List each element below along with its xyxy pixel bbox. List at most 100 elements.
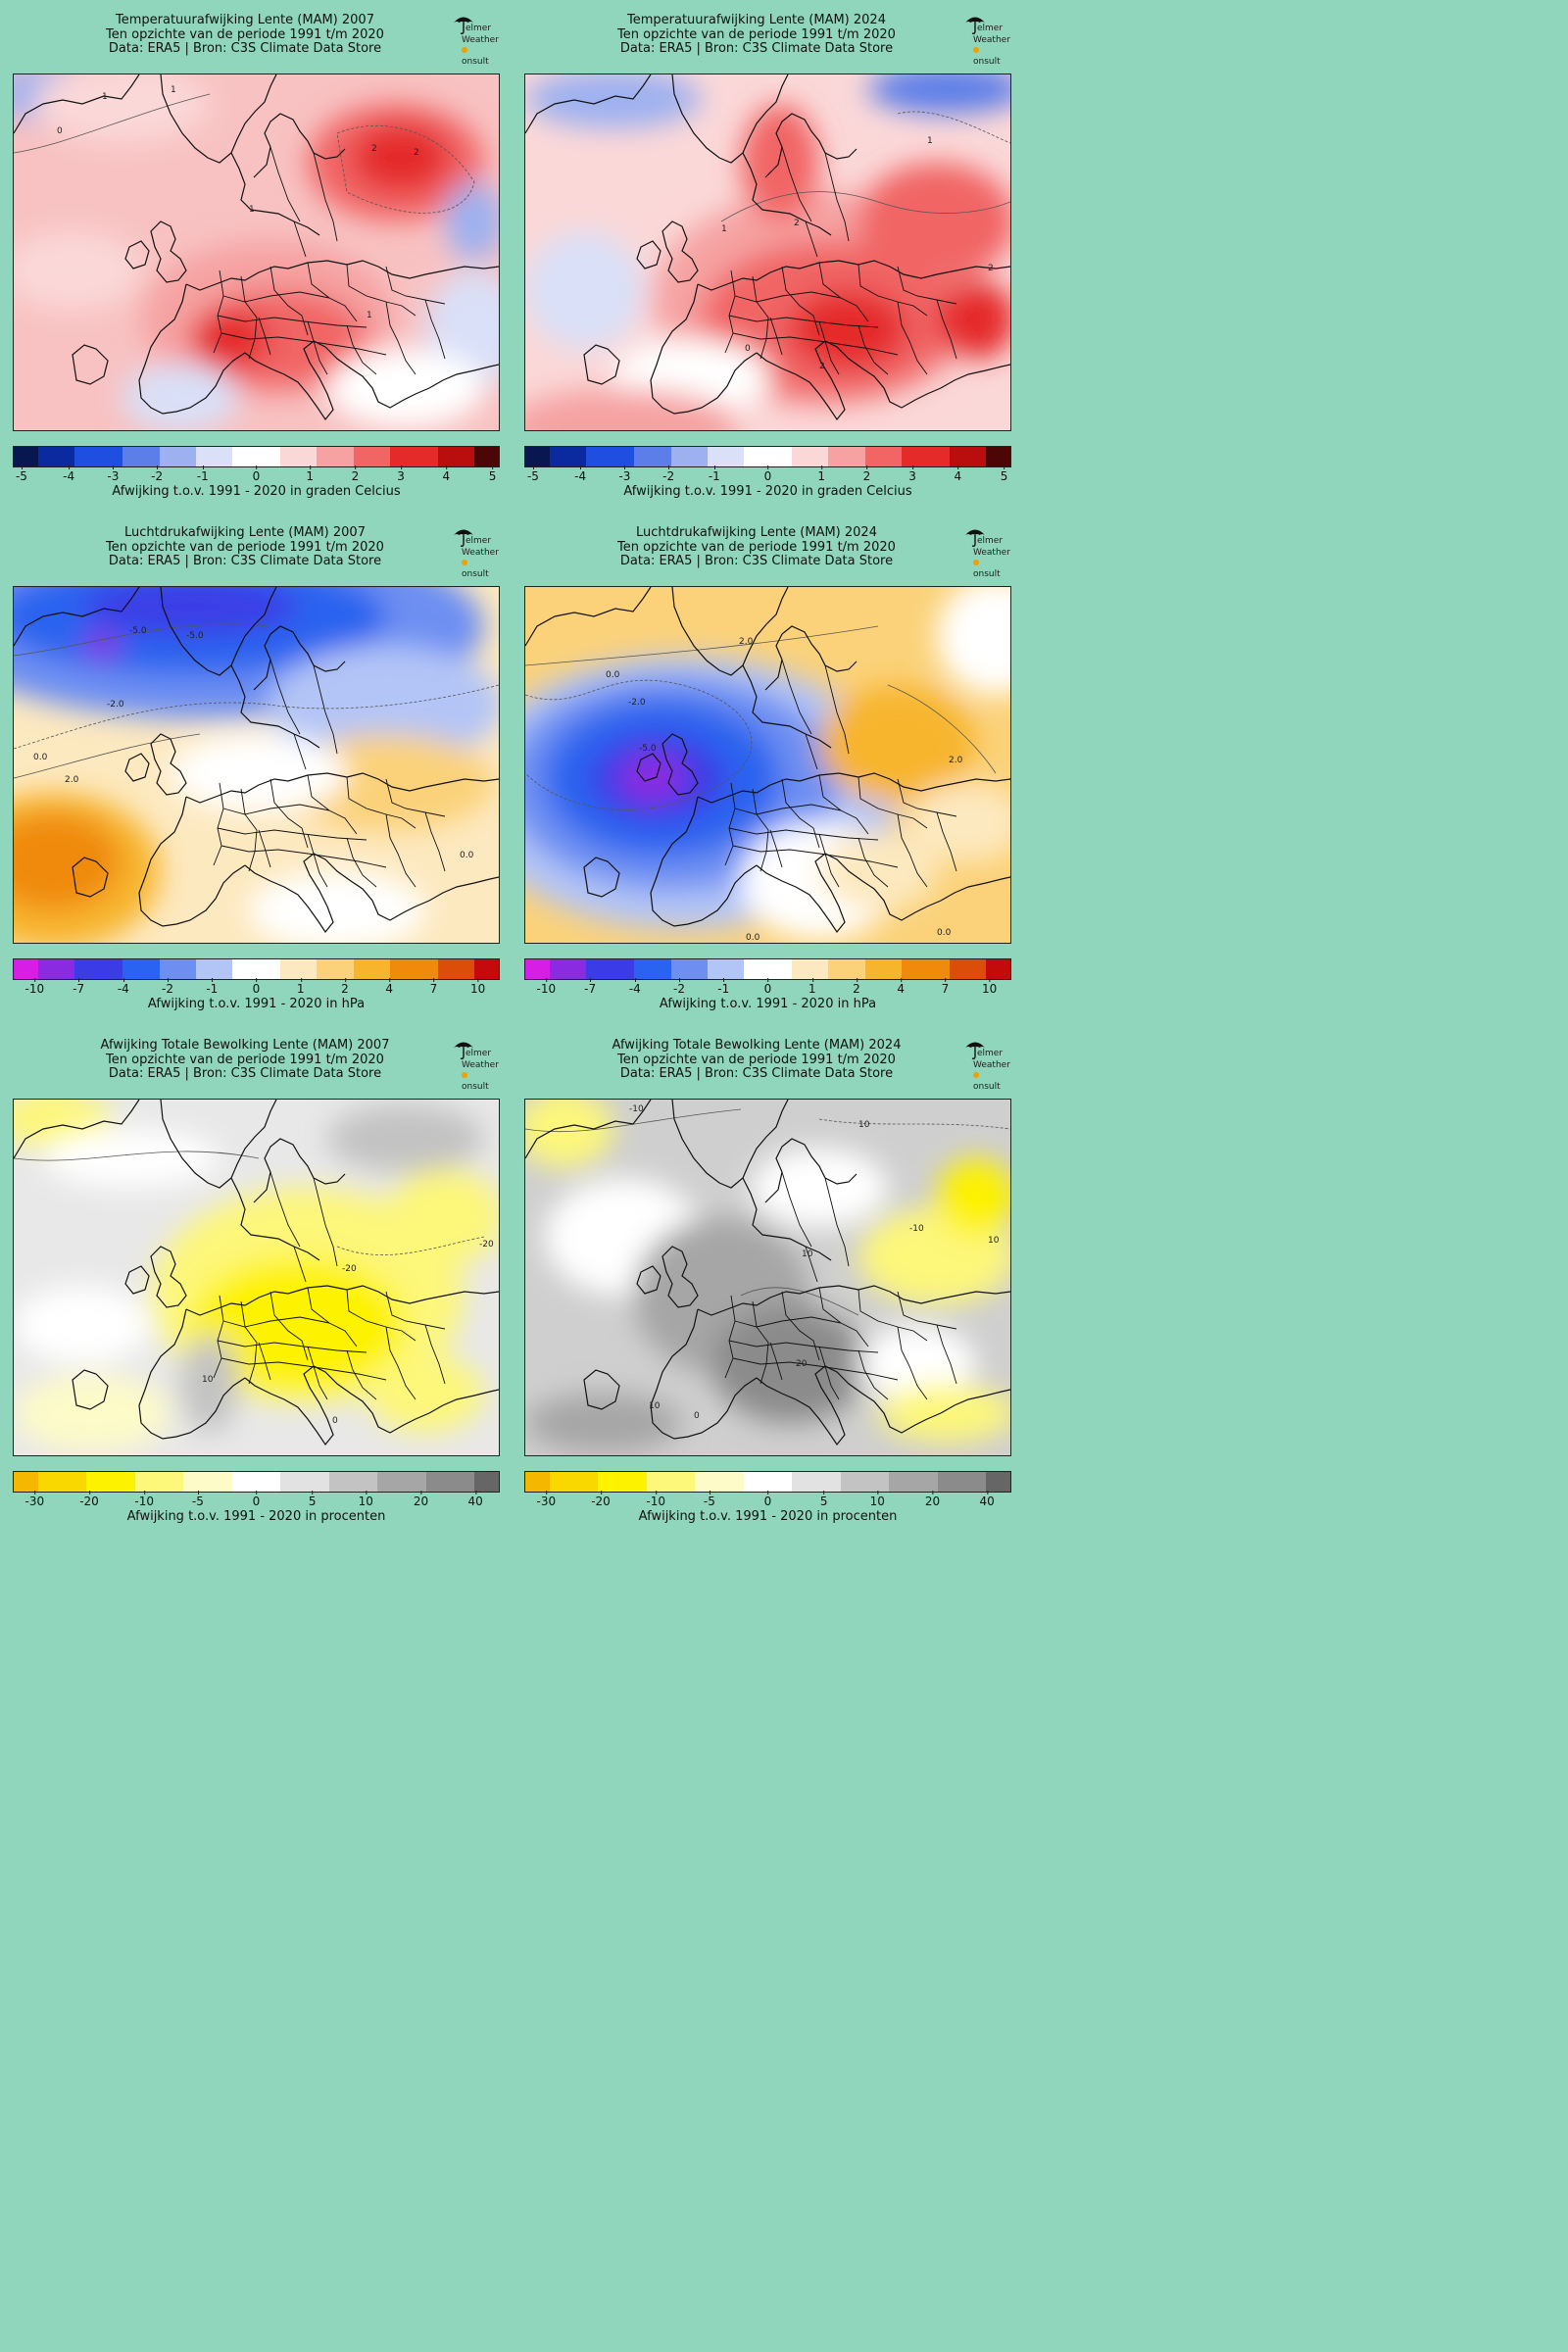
logo-text-line1: elmer <box>466 1049 492 1058</box>
colorbar-segment <box>62 1472 74 1492</box>
colorbar-tick-label: 10 <box>358 1491 373 1508</box>
country-border <box>769 317 783 356</box>
country-border <box>824 664 850 755</box>
colorbar-segment <box>804 959 816 979</box>
coastline <box>428 876 499 902</box>
colorbar-segment <box>208 959 220 979</box>
colorbar-segment <box>779 1472 793 1492</box>
country-border <box>346 1289 416 1342</box>
coastline <box>671 1100 789 1189</box>
coastline <box>14 587 140 647</box>
colorbar-segment <box>719 959 732 979</box>
colorbar-tick-label: 0 <box>252 978 261 996</box>
colorbar-segment <box>876 1472 890 1492</box>
colorbar-segment <box>767 959 780 979</box>
country-border <box>293 220 307 258</box>
anomaly-area <box>819 832 937 910</box>
colorbar-segment <box>961 959 974 979</box>
coastline <box>244 1365 430 1446</box>
title-line: Data: ERA5 | Bron: C3S Climate Data Stor… <box>619 1066 894 1081</box>
colorbar <box>524 958 1011 980</box>
colorbar-tick-label: -20 <box>79 1491 99 1508</box>
weather-logo: elmer Weather onsult <box>446 526 499 579</box>
colorbar-tick-label: -30 <box>24 1491 45 1508</box>
country-border <box>732 845 899 868</box>
colorbar-segment <box>767 1472 780 1492</box>
colorbar-segment <box>389 447 402 466</box>
colorbar-segment <box>804 1472 816 1492</box>
colorbar <box>13 958 500 980</box>
colorbar-label: Afwijking t.o.v. 1991 - 2020 in graden C… <box>623 484 912 499</box>
country-border <box>936 1324 957 1385</box>
colorbar-segment <box>341 1472 354 1492</box>
country-border <box>781 659 812 735</box>
anomaly-area <box>249 871 425 943</box>
country-border <box>293 733 307 770</box>
coastline <box>662 1246 699 1308</box>
colorbar-label: Afwijking t.o.v. 1991 - 2020 in hPa <box>659 997 877 1011</box>
colorbar-tick-label: 5 <box>308 1491 317 1508</box>
colorbar-segment <box>147 1472 160 1492</box>
country-border <box>240 788 258 872</box>
weather-logo: elmer Weather onsult <box>957 526 1010 579</box>
colorbar-tick-label: -1 <box>196 466 209 483</box>
colorbar-tick-label: 10 <box>469 978 486 996</box>
contour-label: 1 <box>367 311 372 320</box>
panel-title: Luchtdrukafwijking Lente (MAM) 2024 Ten o… <box>512 525 1002 569</box>
contour-line <box>525 625 879 666</box>
colorbar-segment <box>280 959 293 979</box>
colorbar-segment <box>37 447 51 466</box>
colorbar-segment <box>353 959 366 979</box>
contour-label: -5.0 <box>639 744 657 754</box>
colorbar-segment <box>779 447 793 466</box>
coastline <box>742 1177 832 1261</box>
umbrella-icon <box>965 1042 985 1059</box>
country-border <box>752 788 769 872</box>
colorbar-tick-label: 7 <box>941 978 950 996</box>
colorbar-segment <box>317 959 329 979</box>
coastline <box>940 364 1010 389</box>
colorbar-segment <box>695 959 708 979</box>
colorbar-tick-label: 2 <box>853 978 860 996</box>
colorbar-segment <box>74 447 87 466</box>
contour-line <box>525 1108 742 1133</box>
country-border <box>385 266 446 305</box>
colorbar-segment <box>901 959 913 979</box>
colorbar-tick-label: 3 <box>397 466 405 483</box>
colorbar-ticks: -10 -7 -4 -2 -1 0 1 2 4 7 10 <box>13 978 500 996</box>
colorbar-segment <box>756 959 768 979</box>
colorbar-segment <box>305 447 318 466</box>
colorbar-tick-label: -30 <box>536 1491 557 1508</box>
colorbar-segment <box>610 959 622 979</box>
weather-logo: elmer Weather onsult <box>957 1039 1010 1092</box>
logo-text-line3: onsult <box>462 559 495 579</box>
country-border <box>734 804 842 815</box>
title-line: Temperatuurafwijking Lente (MAM) 2024 <box>627 13 886 27</box>
colorbar-segment <box>562 959 574 979</box>
logo-text-line2: Weather <box>462 1060 499 1070</box>
colorbar-segment <box>719 1472 732 1492</box>
contour-label: 10 <box>202 1375 214 1385</box>
contour-label: 0 <box>332 1416 338 1426</box>
colorbar-segment <box>816 959 829 979</box>
colorbar-segment <box>402 959 415 979</box>
colorbar-segment <box>50 447 63 466</box>
colorbar-tick-label: -2 <box>662 466 675 483</box>
colorbar <box>13 1471 500 1493</box>
country-border <box>805 220 818 258</box>
colorbar-tick-label: -4 <box>574 466 587 483</box>
coastline <box>858 772 1010 792</box>
contour-label: 0.0 <box>33 753 48 762</box>
colorbar-segment <box>562 1472 574 1492</box>
anomaly-area <box>711 1305 868 1423</box>
colorbar-segment <box>961 447 974 466</box>
colorbar-segment <box>695 1472 708 1492</box>
colorbar-segment <box>147 959 160 979</box>
country-border <box>313 1177 338 1267</box>
country-border <box>897 778 957 817</box>
colorbar-segment <box>913 959 926 979</box>
colorbar-segment <box>901 1472 913 1492</box>
colorbar-segment <box>402 447 415 466</box>
sun-dot-icon <box>462 1072 467 1078</box>
contour-label: 10 <box>988 1236 1000 1246</box>
